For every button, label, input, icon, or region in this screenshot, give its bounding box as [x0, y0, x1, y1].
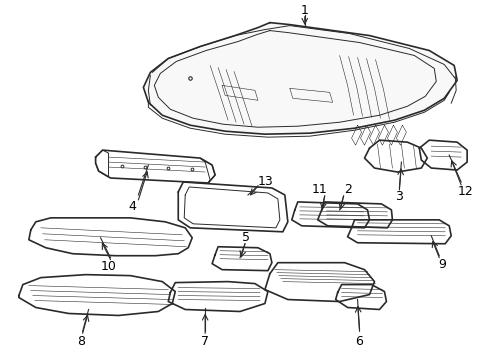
Text: 8: 8 — [77, 335, 84, 348]
Text: 12: 12 — [456, 185, 472, 198]
Text: 7: 7 — [201, 335, 209, 348]
Text: 1: 1 — [300, 4, 308, 17]
Text: 13: 13 — [258, 175, 273, 189]
Text: 2: 2 — [343, 184, 351, 197]
Text: 11: 11 — [311, 184, 327, 197]
Text: 9: 9 — [437, 258, 445, 271]
Text: 6: 6 — [355, 335, 363, 348]
Text: 5: 5 — [242, 231, 249, 244]
Polygon shape — [143, 23, 456, 134]
Text: 4: 4 — [128, 201, 136, 213]
Text: 3: 3 — [395, 190, 403, 203]
Text: 10: 10 — [101, 260, 116, 273]
